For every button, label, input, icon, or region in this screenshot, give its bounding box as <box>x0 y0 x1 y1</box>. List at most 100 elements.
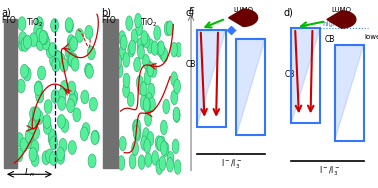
Polygon shape <box>197 30 226 127</box>
Circle shape <box>43 121 51 134</box>
Circle shape <box>173 107 180 122</box>
Text: TiO$_2$: TiO$_2$ <box>26 16 44 29</box>
Circle shape <box>65 18 73 32</box>
Circle shape <box>34 23 42 37</box>
Circle shape <box>141 136 147 150</box>
Circle shape <box>68 141 76 154</box>
Circle shape <box>157 136 164 151</box>
Circle shape <box>19 37 26 51</box>
Circle shape <box>136 75 143 90</box>
Circle shape <box>163 99 170 114</box>
Circle shape <box>71 57 79 71</box>
Circle shape <box>161 48 168 62</box>
Circle shape <box>81 90 89 104</box>
Circle shape <box>21 38 29 52</box>
Circle shape <box>166 21 173 35</box>
Circle shape <box>18 17 26 31</box>
Circle shape <box>118 156 125 170</box>
Circle shape <box>138 155 145 169</box>
Circle shape <box>15 133 23 147</box>
Circle shape <box>155 136 162 150</box>
Circle shape <box>144 99 150 113</box>
Circle shape <box>29 33 37 47</box>
Circle shape <box>144 70 151 85</box>
Circle shape <box>149 97 155 112</box>
Circle shape <box>134 57 141 72</box>
Circle shape <box>36 36 44 50</box>
Text: a): a) <box>1 7 11 17</box>
Polygon shape <box>291 28 320 123</box>
Circle shape <box>68 81 76 95</box>
Circle shape <box>59 138 67 152</box>
Circle shape <box>159 156 166 171</box>
Circle shape <box>175 42 182 57</box>
Circle shape <box>129 40 136 55</box>
Circle shape <box>48 132 56 146</box>
Circle shape <box>49 42 57 56</box>
Text: I$^-$/I$_3^-$: I$^-$/I$_3^-$ <box>221 158 242 171</box>
Circle shape <box>46 44 54 58</box>
Circle shape <box>167 158 174 172</box>
Circle shape <box>162 142 169 156</box>
Circle shape <box>160 120 167 135</box>
Circle shape <box>85 25 93 39</box>
Circle shape <box>35 17 43 30</box>
Circle shape <box>129 154 136 169</box>
Circle shape <box>132 141 138 156</box>
Circle shape <box>68 94 77 107</box>
Circle shape <box>137 38 144 52</box>
Circle shape <box>160 141 167 155</box>
Circle shape <box>120 35 127 50</box>
Circle shape <box>172 139 179 154</box>
Circle shape <box>142 94 149 109</box>
Circle shape <box>29 107 38 121</box>
Circle shape <box>143 54 149 69</box>
Text: I$^-$/I$_3^-$: I$^-$/I$_3^-$ <box>319 164 340 178</box>
Circle shape <box>20 64 28 78</box>
Circle shape <box>51 89 59 103</box>
Circle shape <box>151 41 158 55</box>
Circle shape <box>136 21 143 36</box>
Polygon shape <box>335 45 364 141</box>
Bar <box>4 20 17 168</box>
Circle shape <box>87 46 95 60</box>
Text: FTO: FTO <box>1 16 16 25</box>
Circle shape <box>48 129 56 143</box>
Circle shape <box>174 79 180 94</box>
Circle shape <box>146 92 152 107</box>
Circle shape <box>36 89 44 103</box>
Circle shape <box>145 153 152 167</box>
Bar <box>335 45 364 141</box>
Circle shape <box>51 19 59 32</box>
Circle shape <box>33 107 40 121</box>
Text: LUMO: LUMO <box>233 7 253 13</box>
Circle shape <box>29 148 37 161</box>
Bar <box>197 30 226 127</box>
Circle shape <box>126 16 133 30</box>
Circle shape <box>116 63 123 77</box>
Circle shape <box>31 153 39 167</box>
Circle shape <box>85 64 93 78</box>
Circle shape <box>138 80 144 95</box>
Circle shape <box>143 128 149 142</box>
Circle shape <box>34 82 42 96</box>
Circle shape <box>57 53 65 67</box>
Circle shape <box>58 89 66 102</box>
Circle shape <box>171 72 178 86</box>
Circle shape <box>171 90 178 105</box>
Circle shape <box>144 139 151 153</box>
Circle shape <box>23 35 31 49</box>
Circle shape <box>39 30 47 44</box>
Circle shape <box>50 136 58 150</box>
Circle shape <box>152 151 158 165</box>
Circle shape <box>46 149 54 163</box>
Circle shape <box>127 92 134 107</box>
Circle shape <box>174 160 181 174</box>
Bar <box>291 28 320 123</box>
Circle shape <box>43 115 51 128</box>
Circle shape <box>156 42 163 56</box>
Circle shape <box>170 42 177 57</box>
Polygon shape <box>236 39 265 135</box>
Circle shape <box>164 21 171 36</box>
Circle shape <box>154 26 161 40</box>
